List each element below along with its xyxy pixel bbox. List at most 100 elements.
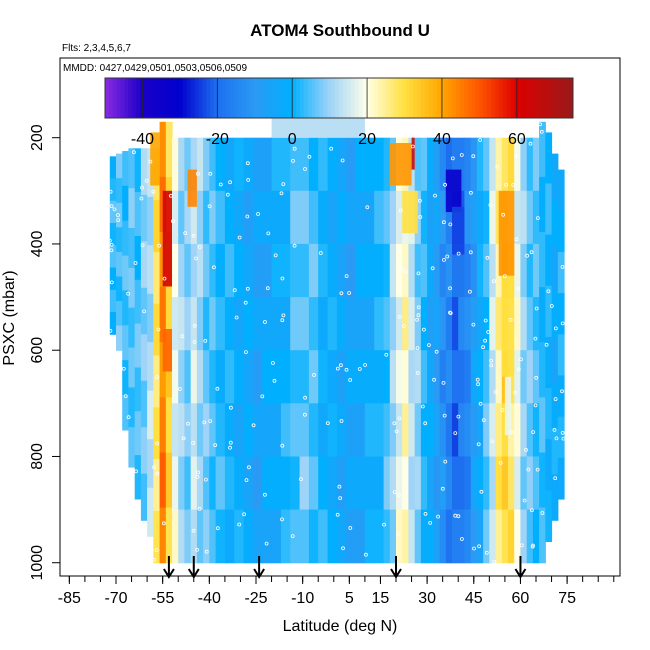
- heatmap-cell: [526, 243, 534, 298]
- colorbar-swatch: [198, 78, 203, 118]
- heatmap-cell: [402, 243, 409, 298]
- observation-point: [526, 467, 531, 472]
- observation-point: [228, 405, 233, 410]
- heatmap-cell: [165, 121, 173, 178]
- heatmap-cell: [153, 510, 161, 564]
- heatmap-cell: [172, 297, 179, 351]
- heatmap-cell: [280, 350, 291, 404]
- heatmap-cell: [526, 137, 534, 192]
- heatmap-cell: [243, 509, 254, 564]
- colorbar-swatch: [253, 78, 258, 118]
- heatmap-cell: [514, 509, 521, 564]
- heatmap-cell: [470, 297, 478, 351]
- heatmap-cell: [290, 509, 301, 564]
- heatmap-cell: [545, 234, 553, 287]
- observation-point: [338, 496, 343, 501]
- heatmap-cell: [514, 456, 521, 511]
- heatmap-cell: [495, 509, 503, 564]
- heatmap-cell: [172, 190, 179, 245]
- colorbar-swatch: [393, 78, 398, 118]
- heatmap-cell: [165, 287, 173, 343]
- y-tick-label: 1000: [29, 545, 46, 581]
- heatmap-cell: [215, 509, 226, 564]
- observation-point: [183, 231, 188, 236]
- heatmap-cell: [128, 148, 136, 189]
- heatmap-cell: [483, 350, 490, 404]
- heatmap-cell: [532, 137, 540, 192]
- heatmap-cell: [190, 297, 198, 351]
- observation-point: [225, 192, 230, 197]
- heatmap-cell: [308, 350, 319, 404]
- heatmap-cell: [470, 509, 478, 564]
- observation-point: [450, 156, 455, 161]
- colorbar-swatch: [424, 78, 430, 118]
- colorbar-swatch: [475, 78, 480, 118]
- colorbar-swatch: [374, 78, 379, 118]
- observation-point: [392, 490, 397, 495]
- heatmap-cell: [551, 474, 559, 521]
- colorbar-swatch: [315, 78, 320, 118]
- colorbar-swatch: [553, 78, 558, 118]
- observation-point: [152, 465, 157, 470]
- observation-point: [476, 442, 481, 447]
- heatmap-cell: [551, 291, 559, 338]
- observation-point: [489, 363, 494, 368]
- heatmap-cell: [364, 243, 375, 298]
- heatmap-cell: [526, 509, 534, 564]
- observation-point: [514, 153, 518, 158]
- colorbar-swatch: [233, 78, 238, 118]
- observation-point: [291, 158, 295, 163]
- heatmap-cell: [140, 334, 148, 382]
- colorbar-swatch: [171, 78, 176, 118]
- heatmap-cell: [116, 301, 123, 327]
- observation-point: [123, 394, 128, 399]
- heatmap-cell: [483, 297, 490, 351]
- heatmap-cell: [539, 507, 546, 564]
- observation-point: [245, 161, 250, 166]
- observation-point: [251, 423, 256, 428]
- heatmap-cell: [501, 509, 509, 564]
- heatmap-cell: [234, 403, 245, 457]
- heatmap-cell: [464, 243, 472, 298]
- observation-point: [448, 222, 453, 227]
- observation-point: [398, 208, 403, 213]
- heatmap-cell: [134, 323, 142, 368]
- colorbar-swatch: [366, 78, 371, 118]
- heatmap-cell: [420, 456, 428, 511]
- colorbar-swatch: [155, 78, 160, 118]
- colorbar-swatch: [401, 78, 406, 118]
- observation-point: [382, 522, 387, 527]
- heatmap-cell: [308, 509, 319, 564]
- observation-point: [448, 286, 453, 291]
- heatmap-cell: [134, 455, 142, 500]
- heatmap-cell: [483, 190, 490, 245]
- observation-point: [453, 513, 458, 518]
- observation-point: [483, 338, 488, 343]
- heatmap-cell: [355, 137, 366, 192]
- observation-point: [395, 532, 400, 537]
- heatmap-cell: [128, 427, 136, 468]
- heatmap-cell: [383, 137, 391, 192]
- heatmap-cell: [433, 456, 441, 511]
- heatmap-cell: [215, 137, 226, 192]
- heatmap-cell: [402, 403, 409, 457]
- heatmap-cell: [318, 403, 329, 457]
- observation-point: [281, 182, 286, 187]
- heatmap-cell: [224, 243, 235, 298]
- heatmap-cell: [209, 350, 217, 404]
- observation-point: [490, 439, 495, 444]
- heatmap-cell: [439, 190, 447, 245]
- heatmap-cell: [327, 403, 338, 457]
- heatmap-cell: [374, 137, 385, 192]
- colorbar-swatch: [479, 78, 484, 118]
- observation-point: [519, 357, 523, 362]
- heatmap-cell: [489, 456, 497, 511]
- heatmap-cell: [327, 137, 338, 192]
- observation-point: [552, 427, 557, 432]
- heatmap-cell: [439, 137, 447, 192]
- observation-point: [417, 198, 422, 203]
- heatmap-cell: [290, 350, 301, 404]
- heatmap-cell: [234, 190, 245, 245]
- observation-point: [273, 253, 278, 258]
